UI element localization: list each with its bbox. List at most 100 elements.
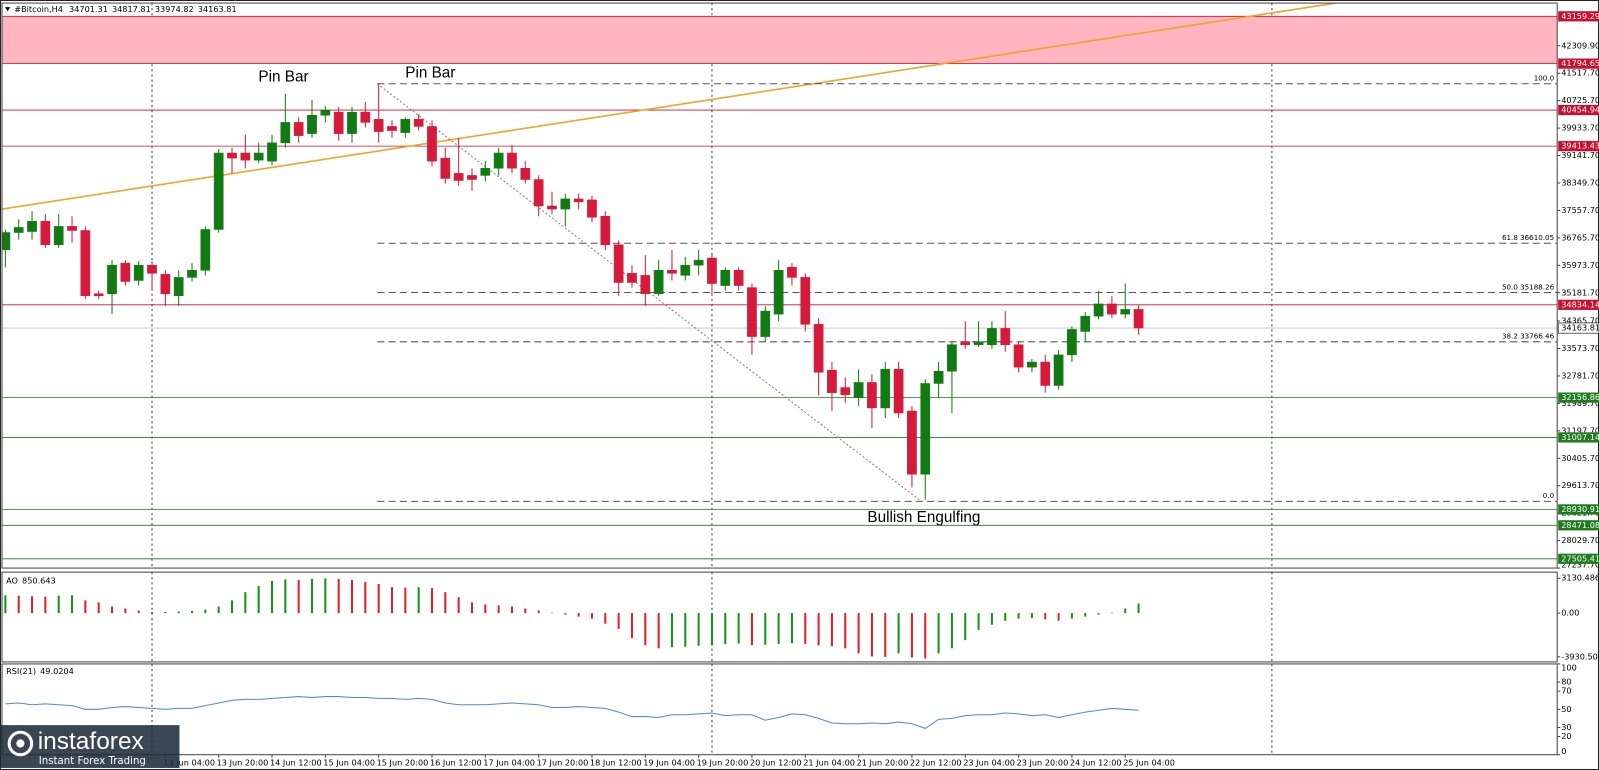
candle-body: [200, 229, 211, 271]
level-label: 34834.14: [1561, 299, 1599, 309]
level-label-box: [1558, 392, 1599, 403]
candle-body: [1013, 344, 1024, 368]
y-tick-label: 41517.70: [1561, 68, 1599, 78]
y-tick-label: 70: [1561, 686, 1571, 696]
x-tick-label: 24 Jun 12:00: [1070, 757, 1122, 767]
candle-body: [693, 259, 704, 266]
candle-body: [267, 142, 277, 162]
x-tick-label: 17 Jun 20:00: [537, 757, 589, 767]
candle-body: [187, 270, 197, 278]
candle-body: [933, 371, 944, 384]
candle-body: [667, 270, 677, 274]
y-tick-label: 38349.70: [1561, 177, 1599, 187]
y-tick-label: 30: [1561, 722, 1571, 732]
candle-body: [2, 232, 11, 251]
x-tick-label: 20 Jun 12:00: [750, 757, 802, 767]
menu-arrow[interactable]: [5, 7, 11, 12]
candle-body: [1040, 361, 1051, 386]
x-tick-label: 13 Jun 04:00: [163, 757, 215, 767]
y-tick-label: 0: [1561, 746, 1566, 756]
level-label-box: [1558, 553, 1599, 564]
candle-body: [27, 221, 37, 232]
candle-body: [907, 410, 917, 475]
candle-body: [493, 152, 504, 169]
level-label-box: [1558, 432, 1599, 443]
candle-body: [293, 122, 304, 136]
candle-body: [1133, 309, 1144, 329]
level-label: 28471.08: [1561, 520, 1599, 530]
candle-body: [480, 168, 491, 176]
candle-body: [307, 115, 317, 134]
y-tick-label: 50: [1561, 704, 1571, 714]
candle-body: [413, 119, 424, 127]
candle-body: [1120, 309, 1131, 315]
header-quote: #Bitcoin,H4 34701.31 34817.81 33974.82 34163…: [14, 4, 236, 14]
level-label-box: [1558, 104, 1599, 116]
y-tick-label: 35973.70: [1561, 260, 1599, 270]
y-tick-label: 35181.70: [1561, 287, 1599, 297]
low-value: 33974.82: [155, 4, 194, 14]
y-tick-label: 31197.70: [1561, 425, 1599, 435]
candle-body: [680, 264, 691, 276]
candle-body: [787, 266, 797, 278]
ao-plot: [4, 572, 1273, 662]
candle-body: [773, 270, 784, 315]
candle-body: [160, 274, 171, 294]
candle-body: [440, 157, 451, 179]
candle-body: [227, 152, 237, 159]
x-tick-label: 23 Jun 04:00: [963, 757, 1015, 767]
y-tick-label: -3930.508: [1561, 651, 1599, 661]
level-label-box: [1558, 504, 1599, 515]
level-label: 27505.41: [1561, 553, 1599, 563]
level-label: 43159.29: [1561, 11, 1599, 21]
candle-body: [1000, 328, 1011, 345]
y-tick-label: 3130.486: [1561, 573, 1599, 583]
candle-body: [800, 277, 811, 325]
candle-body: [427, 126, 437, 162]
candle-body: [613, 244, 624, 283]
x-tick-label: 17 Jun 04:00: [483, 757, 535, 767]
resistance-zone: [2, 16, 1558, 64]
y-tick-label: 39141.70: [1561, 150, 1599, 160]
axes: 42309.90 41517.70 40725.70 39933.70 39141.70…: [163, 11, 1599, 767]
candle-body: [93, 293, 104, 297]
candle-body: [987, 328, 997, 345]
y-tick-label: 29613.70: [1561, 480, 1599, 490]
candle-body: [960, 341, 971, 345]
candle-body: [587, 199, 597, 218]
candle-body: [720, 270, 731, 286]
candle-body: [80, 230, 91, 297]
y-tick-label: 36765.70: [1561, 232, 1599, 242]
x-tick-label: 21 Jun 20:00: [857, 757, 909, 767]
y-tick-label: 34365.70: [1561, 316, 1599, 326]
close-value: 34163.81: [198, 4, 237, 14]
level-label-box: [1558, 58, 1599, 69]
fib-label: 100.0: [1534, 74, 1555, 83]
rsi-line: [5, 696, 1139, 729]
trendline: [2, 3, 1337, 210]
candle-body: [333, 111, 344, 134]
candle-body: [573, 198, 584, 203]
x-tick-label: 21 Jun 04:00: [803, 757, 855, 767]
candle-body: [920, 383, 931, 475]
candle-body: [320, 109, 331, 116]
candle-body: [1093, 303, 1104, 317]
rsi-border: [1, 663, 1558, 756]
candle-body: [1080, 315, 1091, 332]
candle-body: [213, 152, 224, 230]
x-tick-label: 18 Jun 12:00: [590, 757, 642, 767]
candle-body: [67, 226, 77, 231]
y-tick-label: 37557.70: [1561, 205, 1599, 215]
rsi-title: RSI(21) 49.0204: [6, 666, 74, 676]
x-tick-label: 19 Jun 20:00: [697, 757, 749, 767]
ao-value: 850.643: [22, 575, 56, 585]
high-value: 34817.81: [112, 4, 151, 14]
candle-body: [453, 173, 464, 181]
main-plot: 100.0 61.8 36610.05 50.0 35188.26 38.2 3376…: [2, 3, 1558, 502]
fib-label: 61.8 36610.05: [1502, 233, 1554, 242]
candle-body: [373, 119, 384, 132]
candle-body: [947, 344, 957, 372]
y-tick-label: 27237.70: [1561, 560, 1599, 570]
